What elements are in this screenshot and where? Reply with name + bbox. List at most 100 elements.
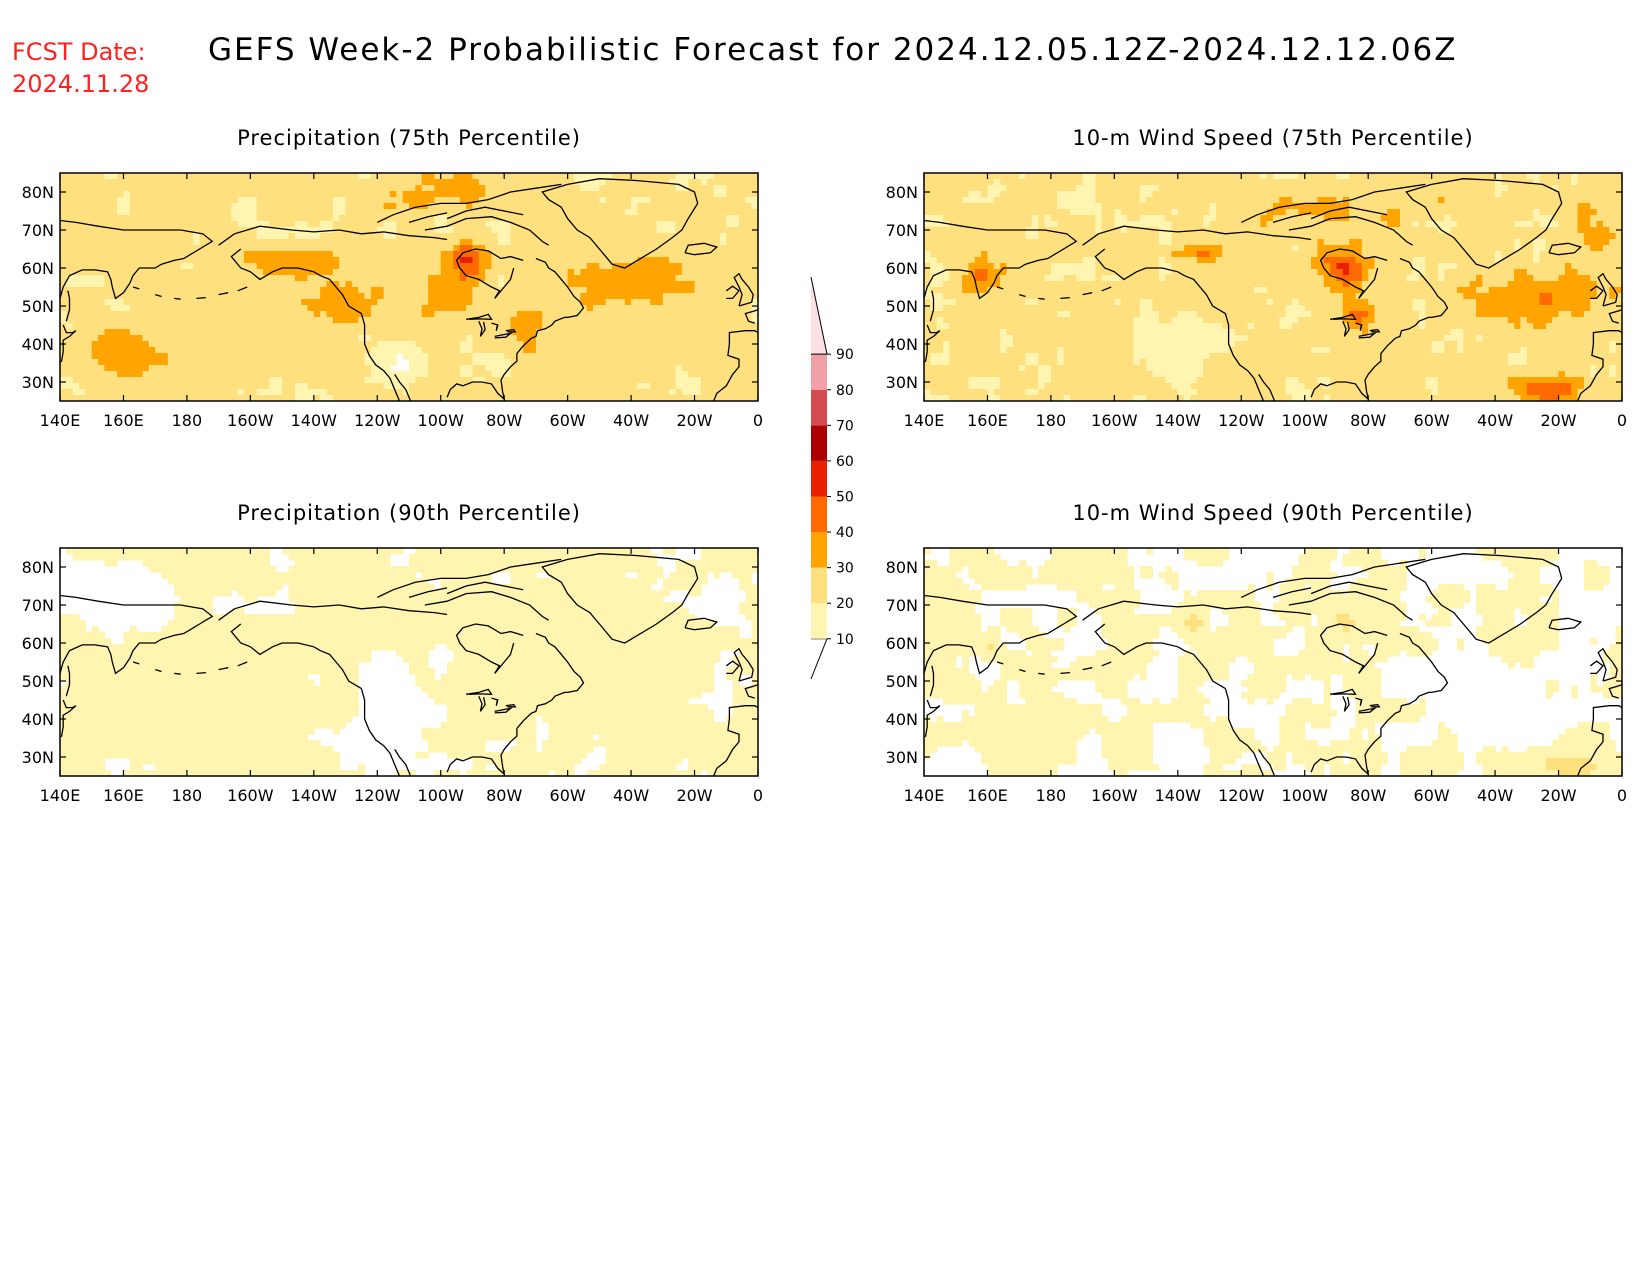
colorbar-tick-label: 70 xyxy=(836,418,854,434)
lon-tick-label: 60W xyxy=(550,786,586,805)
lat-tick-label: 40N xyxy=(22,335,54,354)
lon-tick-label: 140W xyxy=(1155,786,1202,805)
lon-tick-label: 0 xyxy=(1617,411,1627,430)
lat-tick-label: 60N xyxy=(22,259,54,278)
coastlines xyxy=(60,553,758,776)
lon-tick-label: 140E xyxy=(904,786,945,805)
lon-tick-label: 180 xyxy=(172,786,203,805)
colorbar-tick-label: 80 xyxy=(836,383,854,399)
colorbar-swatch xyxy=(811,389,827,426)
panel-title: Precipitation (90th Percentile) xyxy=(237,501,581,525)
lon-tick-label: 0 xyxy=(1617,786,1627,805)
lon-tick-label: 120W xyxy=(1218,786,1265,805)
colorbar-tick-label: 40 xyxy=(836,525,854,541)
colorbar-swatch xyxy=(811,603,827,639)
figure-title: GEFS Week-2 Probabilistic Forecast for 2… xyxy=(208,32,1458,68)
lon-tick-label: 40W xyxy=(613,411,649,430)
lon-tick-label: 60W xyxy=(1414,411,1450,430)
lon-tick-label: 160W xyxy=(1091,411,1138,430)
lon-tick-label: 160E xyxy=(967,411,1008,430)
lat-tick-label: 30N xyxy=(886,373,918,392)
lat-tick-label: 30N xyxy=(22,373,54,392)
colorbar-tick-label: 90 xyxy=(836,347,854,363)
lon-tick-label: 80W xyxy=(486,786,522,805)
lon-tick-label: 140W xyxy=(291,411,338,430)
panel-title: Precipitation (75th Percentile) xyxy=(237,126,581,150)
lon-tick-label: 160E xyxy=(967,786,1008,805)
colorbar-swatch xyxy=(811,460,827,497)
map-panel-2: 10-m Wind Speed (75th Percentile) 80N 70N 6… xyxy=(886,126,1627,430)
lat-tick-label: 50N xyxy=(886,672,918,691)
panel-title: 10-m Wind Speed (90th Percentile) xyxy=(1072,501,1473,525)
probability-field xyxy=(924,173,1622,401)
lon-tick-label: 100W xyxy=(1282,411,1329,430)
lon-tick-label: 160E xyxy=(103,786,144,805)
lon-tick-label: 40W xyxy=(1477,411,1513,430)
lat-tick-label: 40N xyxy=(22,710,54,729)
lat-tick-label: 60N xyxy=(886,634,918,653)
probability-field xyxy=(60,548,758,776)
lat-tick-label: 70N xyxy=(886,221,918,240)
lat-tick-label: 70N xyxy=(22,596,54,615)
lat-tick-label: 70N xyxy=(22,221,54,240)
lon-tick-label: 40W xyxy=(613,786,649,805)
lon-tick-label: 60W xyxy=(550,411,586,430)
lon-tick-label: 140E xyxy=(904,411,945,430)
lon-tick-label: 60W xyxy=(1414,786,1450,805)
lat-tick-label: 80N xyxy=(886,183,918,202)
lon-tick-label: 140W xyxy=(291,786,338,805)
colorbar-upper-triangle xyxy=(810,276,828,355)
coastlines xyxy=(924,553,1622,776)
lon-tick-label: 160W xyxy=(227,786,274,805)
map-panel-1: Precipitation (75th Percentile) 80N 70N 60N… xyxy=(22,126,763,430)
colorbar-tick-label: 30 xyxy=(836,561,854,577)
lon-tick-label: 20W xyxy=(1540,411,1576,430)
lon-tick-label: 20W xyxy=(1540,786,1576,805)
map-panel-4: 10-m Wind Speed (90th Percentile) 80N 70N 6… xyxy=(886,501,1627,805)
lon-tick-label: 100W xyxy=(418,786,465,805)
colorbar-lower-triangle xyxy=(810,638,828,680)
lon-tick-label: 140E xyxy=(40,411,81,430)
lat-tick-label: 60N xyxy=(22,634,54,653)
probability-field xyxy=(924,548,1622,776)
lon-tick-label: 120W xyxy=(354,411,401,430)
lat-tick-label: 40N xyxy=(886,335,918,354)
lon-tick-label: 80W xyxy=(1350,411,1386,430)
lon-tick-label: 180 xyxy=(1036,411,1067,430)
colorbar-swatch xyxy=(811,567,827,604)
colorbar-swatch xyxy=(811,532,827,568)
panel-title: 10-m Wind Speed (75th Percentile) xyxy=(1072,126,1473,150)
map-frame xyxy=(923,172,1623,402)
colorbar: 10 20 30 40 50 60 70 80 90 xyxy=(810,276,854,680)
lon-tick-label: 0 xyxy=(753,786,763,805)
lon-tick-label: 20W xyxy=(676,411,712,430)
lon-tick-label: 160W xyxy=(1091,786,1138,805)
lat-tick-label: 80N xyxy=(886,558,918,577)
colorbar-swatch xyxy=(811,496,827,533)
lat-tick-label: 70N xyxy=(886,596,918,615)
lat-tick-label: 80N xyxy=(22,183,54,202)
lon-tick-label: 0 xyxy=(753,411,763,430)
colorbar-swatch xyxy=(811,354,827,390)
coastlines xyxy=(924,178,1622,401)
colorbar-tick-label: 60 xyxy=(836,454,854,470)
lon-tick-label: 140E xyxy=(40,786,81,805)
lon-tick-label: 120W xyxy=(1218,411,1265,430)
map-frame xyxy=(59,172,759,402)
colorbar-tick-label: 50 xyxy=(836,489,854,505)
map-panel-3: Precipitation (90th Percentile) 80N 70N 60N… xyxy=(22,501,763,805)
lon-tick-label: 100W xyxy=(1282,786,1329,805)
coastlines xyxy=(60,178,758,401)
lon-tick-label: 80W xyxy=(1350,786,1386,805)
lon-tick-label: 80W xyxy=(486,411,522,430)
lat-tick-label: 80N xyxy=(22,558,54,577)
probability-field xyxy=(60,173,758,401)
lon-tick-label: 180 xyxy=(172,411,203,430)
fcst-date-value: 2024.11.28 xyxy=(12,70,149,98)
lat-tick-label: 60N xyxy=(886,259,918,278)
lon-tick-label: 100W xyxy=(418,411,465,430)
lon-tick-label: 160W xyxy=(227,411,274,430)
lat-tick-label: 50N xyxy=(886,297,918,316)
lat-tick-label: 50N xyxy=(22,672,54,691)
